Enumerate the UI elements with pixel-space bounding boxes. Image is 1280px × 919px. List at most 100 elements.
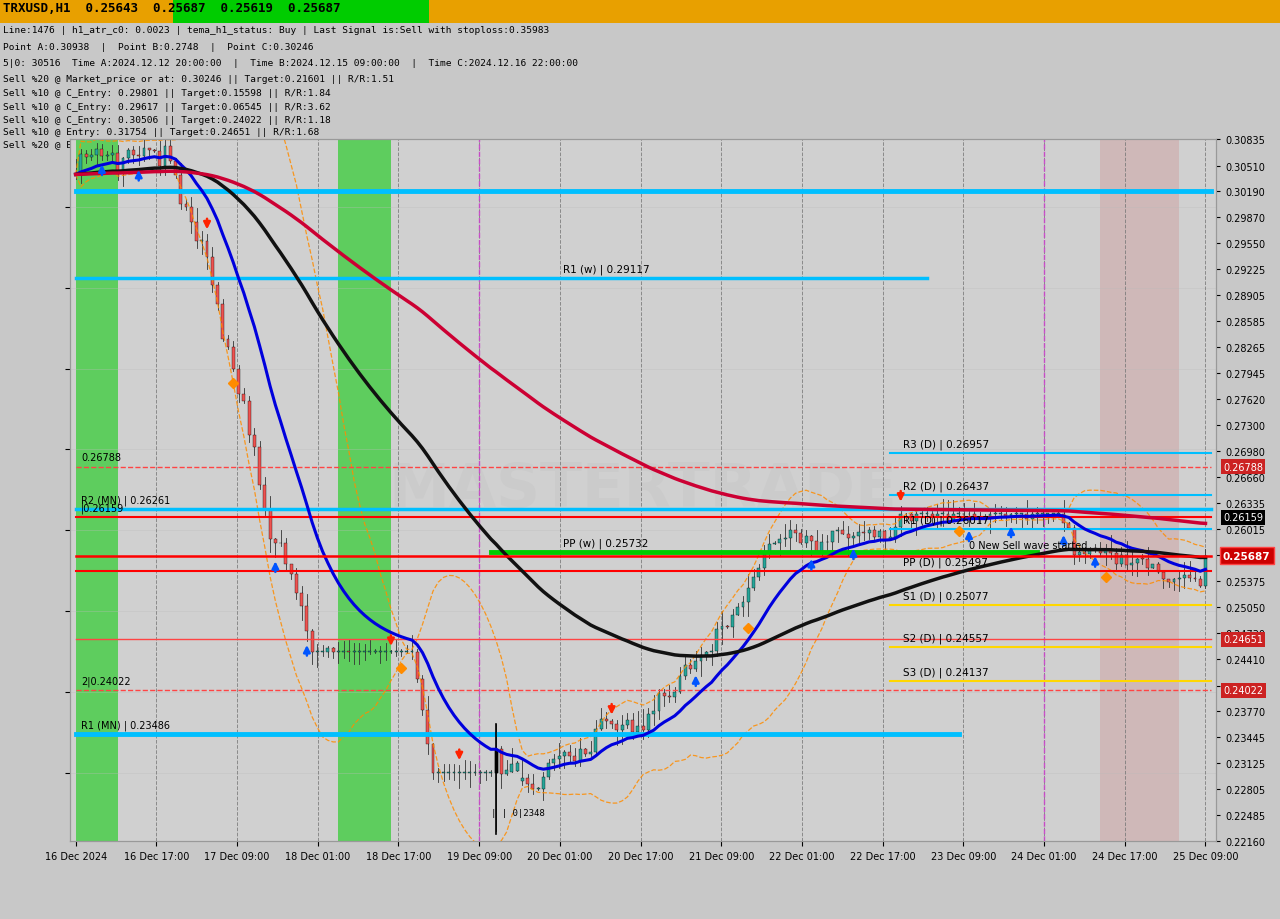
Bar bbox=[721, 627, 723, 630]
Bar bbox=[653, 711, 655, 714]
Bar bbox=[589, 753, 593, 754]
Bar bbox=[127, 151, 129, 159]
Bar bbox=[736, 607, 740, 616]
Bar bbox=[705, 652, 708, 655]
Bar bbox=[988, 515, 992, 519]
Bar bbox=[159, 152, 161, 166]
Bar bbox=[878, 531, 881, 538]
Bar bbox=[684, 665, 686, 676]
Bar bbox=[983, 518, 986, 519]
Bar bbox=[301, 594, 303, 606]
Bar bbox=[611, 720, 613, 724]
Bar bbox=[132, 151, 134, 156]
Bar bbox=[1162, 573, 1165, 579]
Text: 0 New Sell wave started: 0 New Sell wave started bbox=[969, 540, 1087, 550]
Bar bbox=[794, 530, 797, 534]
Bar bbox=[1120, 555, 1123, 564]
Bar bbox=[541, 777, 545, 789]
Text: 0.25687: 0.25687 bbox=[1222, 551, 1271, 561]
Bar bbox=[426, 710, 429, 744]
Bar bbox=[931, 515, 933, 516]
Bar bbox=[658, 693, 660, 711]
Bar bbox=[1152, 564, 1155, 569]
Bar bbox=[1025, 515, 1028, 519]
Bar bbox=[716, 630, 718, 652]
Bar bbox=[563, 752, 566, 756]
Bar bbox=[836, 530, 840, 532]
Bar bbox=[237, 369, 241, 394]
Bar bbox=[0, 0, 1280, 24]
Bar bbox=[521, 777, 524, 781]
Bar bbox=[101, 150, 104, 157]
Bar bbox=[846, 534, 850, 539]
Bar bbox=[1167, 579, 1170, 582]
Bar bbox=[841, 530, 845, 534]
Bar bbox=[746, 588, 750, 602]
Bar bbox=[306, 606, 308, 631]
Bar bbox=[1010, 515, 1012, 516]
Bar bbox=[694, 662, 698, 670]
Bar bbox=[910, 515, 913, 521]
Text: 0.26159: 0.26159 bbox=[1222, 513, 1263, 523]
Bar bbox=[184, 205, 187, 208]
Bar bbox=[646, 714, 650, 730]
Bar bbox=[1110, 549, 1112, 554]
Text: Point A:0.30938  |  Point B:0.2748  |  Point C:0.30246: Point A:0.30938 | Point B:0.2748 | Point… bbox=[3, 43, 314, 52]
Bar bbox=[259, 448, 261, 486]
Bar bbox=[946, 515, 950, 520]
Text: Sell %10 @ C_Entry: 0.29801 || Target:0.15598 || R/R:1.84: Sell %10 @ C_Entry: 0.29801 || Target:0.… bbox=[3, 89, 330, 98]
Bar bbox=[95, 150, 99, 156]
Bar bbox=[247, 402, 251, 436]
Text: Sell %20 @ Market_price or at: 0.30246 || Target:0.21601 || R/R:1.51: Sell %20 @ Market_price or at: 0.30246 |… bbox=[3, 75, 393, 84]
Bar bbox=[626, 720, 628, 725]
Bar bbox=[332, 648, 334, 652]
Bar bbox=[815, 542, 818, 552]
Bar bbox=[1101, 140, 1179, 841]
Bar bbox=[900, 515, 902, 528]
Text: Line:1476 | h1_atr_c0: 0.0023 | tema_h1_status: Buy | Last Signal is:Sell with s: Line:1476 | h1_atr_c0: 0.0023 | tema_h1_… bbox=[3, 26, 549, 35]
Text: PP (w) | 0.25732: PP (w) | 0.25732 bbox=[563, 538, 648, 549]
Bar bbox=[868, 530, 870, 534]
Text: PP (D) | 0.25497: PP (D) | 0.25497 bbox=[904, 557, 988, 567]
Text: 2|0.24022: 2|0.24022 bbox=[81, 676, 131, 686]
Bar bbox=[506, 770, 508, 775]
Bar bbox=[584, 749, 586, 754]
Bar bbox=[494, 749, 498, 773]
Bar bbox=[605, 719, 608, 720]
Text: Sell %20 @ Entry: 0.32667 || Target:0.26788 || R/R:1.77: Sell %20 @ Entry: 0.32667 || Target:0.26… bbox=[3, 141, 319, 150]
Bar bbox=[1083, 552, 1085, 554]
Text: 0.26788: 0.26788 bbox=[1222, 462, 1263, 472]
Bar bbox=[79, 154, 82, 176]
Bar bbox=[573, 756, 576, 761]
Bar bbox=[1146, 560, 1149, 569]
Bar bbox=[84, 154, 87, 158]
Bar bbox=[678, 676, 681, 692]
Bar bbox=[531, 784, 534, 789]
Bar bbox=[1088, 550, 1092, 554]
Bar bbox=[253, 436, 256, 448]
Bar bbox=[788, 530, 792, 538]
Bar bbox=[1030, 515, 1033, 519]
Bar bbox=[741, 602, 745, 607]
Bar bbox=[111, 154, 114, 155]
Bar bbox=[164, 147, 166, 166]
Bar bbox=[154, 151, 156, 152]
Bar bbox=[753, 578, 755, 588]
Bar bbox=[311, 631, 314, 652]
Bar bbox=[668, 696, 671, 697]
Bar bbox=[206, 242, 209, 258]
Bar bbox=[169, 147, 172, 162]
Bar bbox=[553, 759, 556, 763]
Bar bbox=[227, 340, 229, 347]
Bar bbox=[526, 777, 529, 784]
Text: 0.24651: 0.24651 bbox=[1222, 635, 1263, 644]
Text: R2 (MN) | 0.26261: R2 (MN) | 0.26261 bbox=[81, 495, 170, 505]
Bar bbox=[568, 752, 571, 756]
Bar bbox=[1100, 549, 1102, 553]
Bar bbox=[289, 564, 293, 574]
Bar bbox=[600, 719, 603, 729]
Bar bbox=[763, 553, 765, 568]
Bar bbox=[232, 347, 234, 369]
Bar bbox=[893, 528, 897, 538]
Bar bbox=[663, 693, 666, 696]
